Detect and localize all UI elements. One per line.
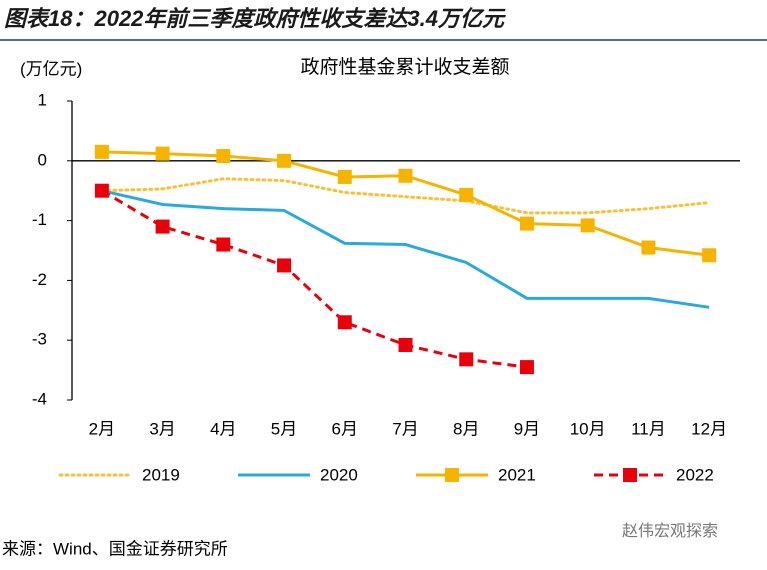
x-tick-label: 4月	[210, 419, 236, 438]
x-tick-label: 8月	[453, 419, 479, 438]
x-tick-label: 7月	[392, 419, 418, 438]
chart-title: 政府性基金累计收支差额	[300, 56, 509, 78]
page-header: 图表18：2022年前三季度政府性收支差达3.4万亿元	[4, 6, 506, 31]
x-tick-label: 3月	[149, 419, 175, 438]
legend-marker	[623, 468, 637, 482]
legend-marker	[445, 468, 459, 482]
point-marker	[216, 149, 231, 164]
point-marker	[641, 240, 656, 255]
y-tick-label: -3	[32, 330, 47, 349]
point-marker	[155, 219, 170, 234]
x-tick-label: 5月	[271, 419, 297, 438]
y-tick-label: 0	[38, 150, 47, 169]
point-marker	[337, 169, 352, 184]
x-tick-label: 10月	[570, 419, 606, 438]
point-marker	[94, 183, 109, 198]
point-marker	[94, 144, 109, 159]
point-marker	[337, 315, 352, 330]
series-line	[101, 189, 528, 369]
x-tick-label: 9月	[514, 419, 540, 438]
point-marker	[702, 248, 717, 263]
point-marker	[398, 337, 413, 352]
legend-label: 2020	[320, 465, 358, 484]
point-marker	[519, 216, 534, 231]
legend-label: 2022	[676, 465, 714, 484]
x-tick-label: 2月	[89, 419, 115, 438]
point-marker	[459, 187, 474, 202]
y-tick-label: 1	[38, 90, 47, 109]
series-line	[101, 150, 710, 257]
point-marker	[277, 258, 292, 273]
watermark: 赵伟宏观探索	[622, 522, 718, 540]
source-note: 来源：Wind、国金证券研究所	[2, 539, 228, 558]
y-tick-label: -2	[32, 270, 47, 289]
series-line	[100, 177, 711, 215]
point-marker	[398, 168, 413, 183]
point-marker	[519, 360, 534, 375]
series-line	[101, 189, 710, 309]
point-marker	[277, 153, 292, 168]
legend-label: 2019	[142, 465, 180, 484]
x-tick-label: 11月	[631, 419, 666, 438]
point-marker	[216, 237, 231, 252]
y-tick-label: -1	[32, 210, 47, 229]
y-tick-label: -4	[32, 389, 47, 408]
x-tick-label: 12月	[691, 419, 727, 438]
legend-label: 2021	[498, 465, 536, 484]
point-marker	[155, 146, 170, 161]
x-tick-label: 6月	[332, 419, 358, 438]
y-axis-label: (万亿元)	[20, 59, 82, 78]
point-marker	[580, 218, 595, 233]
point-marker	[459, 352, 474, 367]
